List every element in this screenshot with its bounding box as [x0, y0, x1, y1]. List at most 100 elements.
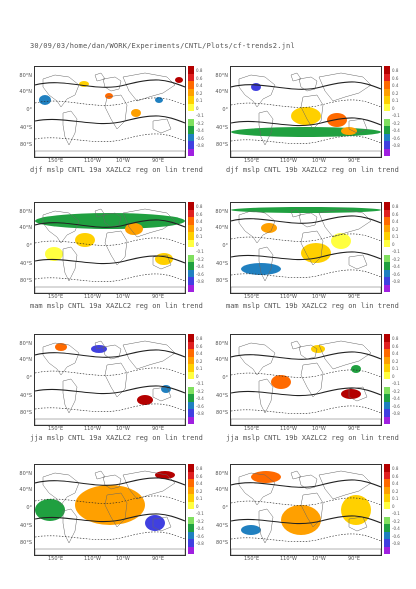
- coastline: [152, 516, 172, 532]
- shaded-region: [231, 127, 381, 137]
- coastline: [35, 286, 185, 293]
- latitude-label: 80°S: [215, 540, 228, 546]
- colorbar-segment: [188, 386, 194, 394]
- coastline: [318, 470, 372, 500]
- colorbar-label: 0.2: [392, 226, 399, 232]
- colorbar-segment: [384, 81, 390, 89]
- contour-line: [35, 79, 185, 88]
- colorbar-label: -0.4: [392, 128, 400, 133]
- longitude-label: 10°W: [116, 426, 130, 432]
- colorbar-segment: [188, 284, 194, 292]
- latitude-label: 40°N: [19, 357, 32, 363]
- colorbar-segment: [188, 416, 194, 424]
- latitude-label: 80°N: [215, 209, 228, 215]
- shaded-region: [351, 365, 361, 373]
- colorbar-label: 0.6: [196, 343, 203, 349]
- shaded-region: [125, 223, 143, 235]
- map-panel: 80°N 40°N 0° 40°S 80°S 150°E 110°W 10°W 90°E 0.8 0…: [0, 330, 204, 452]
- colorbar-label: 0.2: [392, 488, 399, 494]
- colorbar-segment: [384, 88, 390, 96]
- coastline: [42, 342, 80, 376]
- map-canvas: [35, 72, 185, 157]
- longitude-label: 10°W: [116, 294, 130, 300]
- colorbar-label: -0.8: [392, 541, 400, 546]
- coastline: [348, 118, 368, 134]
- coastline: [122, 208, 176, 238]
- longitude-label: 10°W: [116, 158, 130, 164]
- longitude-label: 90°E: [348, 426, 361, 432]
- colorbar-label: -0.6: [196, 533, 204, 539]
- shaded-region: [327, 113, 347, 127]
- colorbar-label: 0.4: [392, 481, 399, 486]
- shaded-region: [261, 223, 277, 233]
- latitude-label: 40°N: [215, 357, 228, 363]
- longitude-label: 150°E: [48, 426, 64, 432]
- coastline: [122, 340, 176, 370]
- colorbar-label: 0.1: [392, 496, 399, 501]
- colorbar-segment: [188, 81, 194, 89]
- coastline: [42, 210, 80, 244]
- latitude-label: 0°: [26, 107, 32, 113]
- colorbar-label: -0.4: [392, 264, 400, 269]
- latitude-label: 80°S: [19, 410, 32, 416]
- colorbar-label: 0.4: [196, 351, 203, 356]
- shaded-region: [131, 109, 141, 117]
- file-path-header: 30/09/03/home/dan/WORK/Experiments/CNTL/…: [30, 42, 295, 50]
- colorbar-segment: [188, 269, 194, 277]
- contour-line: [231, 369, 381, 378]
- panel-caption: mam mslp CNTL 19b XAZLC2 reg on lin tren…: [226, 302, 399, 310]
- world-map: [34, 464, 186, 556]
- longitude-label: 90°E: [348, 294, 361, 300]
- latitude-label: 80°S: [19, 278, 32, 284]
- shaded-region: [55, 343, 67, 351]
- colorbar-label: -0.4: [196, 396, 204, 401]
- coastline: [94, 340, 106, 350]
- colorbar-segment: [384, 334, 390, 342]
- map-panel: 80°N 40°N 0° 40°S 80°S 150°E 110°W 10°W 90°E 0.8 0…: [196, 62, 400, 184]
- longitude-label: 150°E: [244, 294, 260, 300]
- colorbar-segment: [384, 217, 390, 225]
- colorbar-label: 0.8: [196, 68, 203, 73]
- contour-line: [231, 351, 381, 360]
- latitude-label: 80°S: [215, 142, 228, 148]
- colorbar-segment: [188, 471, 194, 479]
- longitude-label: 90°E: [152, 426, 165, 432]
- colorbar-segment: [188, 88, 194, 96]
- colorbar-segment: [384, 126, 390, 134]
- coastline: [258, 508, 274, 544]
- colorbar-segment: [384, 349, 390, 357]
- colorbar-segment: [384, 262, 390, 270]
- coastline: [62, 378, 78, 414]
- contour-line: [231, 233, 381, 242]
- longitude-label: 110°W: [84, 294, 101, 300]
- contour-line: [35, 495, 185, 504]
- coastline: [348, 254, 368, 270]
- longitude-label: 110°W: [280, 158, 297, 164]
- latitude-label: 80°S: [19, 142, 32, 148]
- colorbar: [188, 334, 194, 424]
- coastline: [318, 340, 372, 370]
- colorbar-label: 0.2: [196, 90, 203, 96]
- coastline: [104, 230, 128, 266]
- colorbar-label: 0.1: [196, 366, 203, 371]
- colorbar-segment: [188, 232, 194, 240]
- colorbar-label: -0.1: [392, 381, 400, 386]
- latitude-label: 40°S: [215, 523, 228, 529]
- colorbar-label: 0.6: [196, 473, 203, 479]
- contour-line: [35, 133, 185, 142]
- colorbar: [188, 464, 194, 554]
- colorbar-segment: [188, 133, 194, 141]
- colorbar-label: 0: [196, 105, 199, 111]
- colorbar-segment: [384, 269, 390, 277]
- latitude-label: 40°S: [215, 261, 228, 267]
- shaded-region: [137, 395, 153, 405]
- coastline: [42, 472, 80, 506]
- contour-line: [231, 269, 381, 278]
- coastline: [62, 508, 78, 544]
- colorbar-label: -0.2: [196, 518, 204, 524]
- longitude-label: 110°W: [84, 556, 101, 562]
- map-canvas: [35, 470, 185, 555]
- latitude-label: 40°N: [215, 487, 228, 493]
- coastline: [152, 386, 172, 402]
- contour-line: [35, 385, 185, 395]
